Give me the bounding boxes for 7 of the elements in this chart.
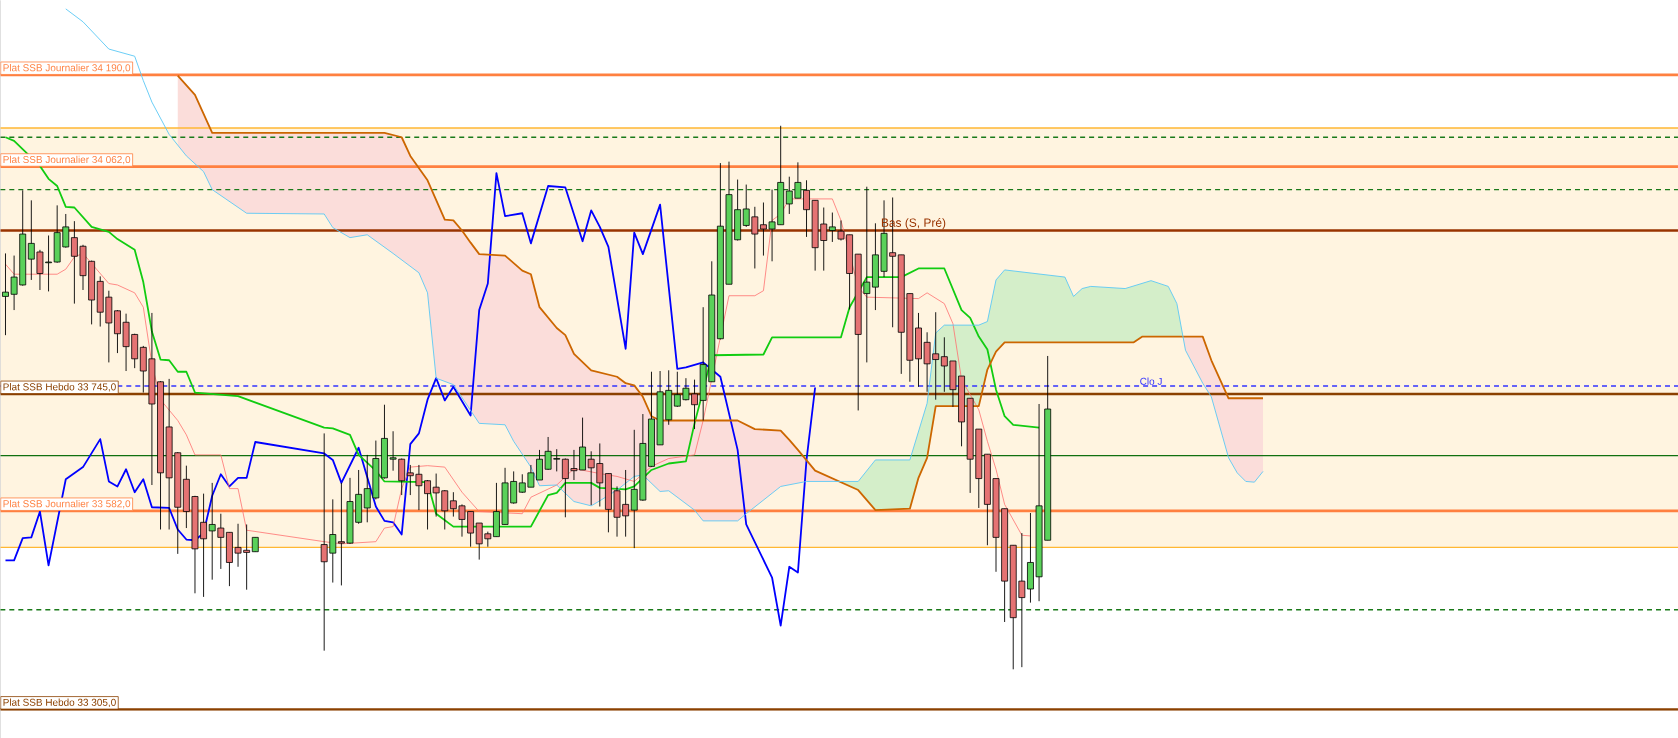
ref-line-label: Clo J xyxy=(1140,377,1162,385)
ref-line-label: Plat SSB Hebdo 33 745,0 xyxy=(3,382,116,392)
ref-line-label: Plat SSB Hebdo 33 305,0 xyxy=(3,698,116,707)
ref-line-label: Plat SSB Journalier 34 190,0 xyxy=(3,63,131,73)
ref-line-label: Plat SSB Journalier 33 582,0 xyxy=(3,499,131,509)
ref-line-label: Plat SSB Journalier 34 062,0 xyxy=(3,155,131,165)
candlestick xyxy=(828,211,836,243)
